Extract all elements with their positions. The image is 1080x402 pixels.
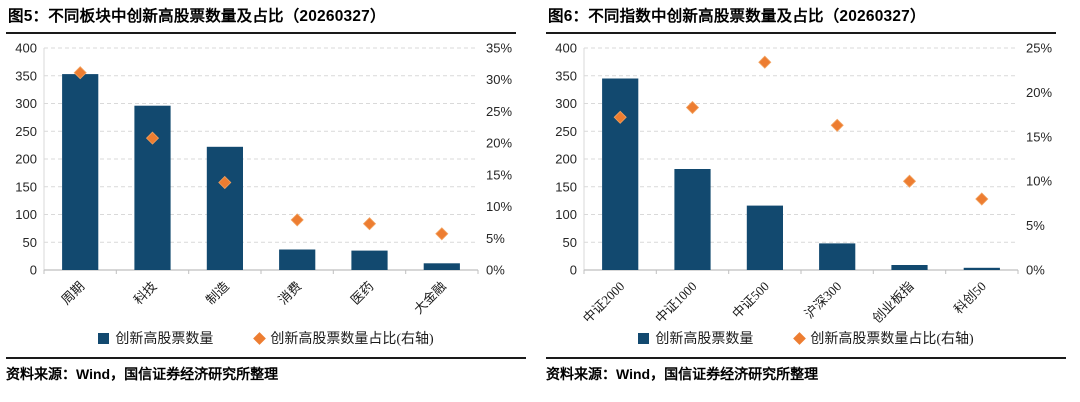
chart-legend: 创新高股票数量 创新高股票数量占比(右轴) xyxy=(6,328,526,348)
svg-text:中证2000: 中证2000 xyxy=(580,279,627,326)
svg-text:250: 250 xyxy=(555,124,577,139)
sector-bar-chart: 0 50 100 150 200 250 300 350 400 0% 5% 10% 15% 20% 25%… xyxy=(15,41,512,317)
svg-text:200: 200 xyxy=(555,152,577,167)
legend-label-count: 创新高股票数量 xyxy=(115,332,214,347)
source-note-fig6: 资料来源：Wind，国信证券经济研究所整理 xyxy=(546,366,819,382)
legend-label-pct: 创新高股票数量占比(右轴) xyxy=(810,332,974,347)
panel-fig6: 图6：不同指数中创新高股票数量及占比（20260327） 0 50 100 150 20… xyxy=(540,0,1080,402)
svg-text:25%: 25% xyxy=(486,104,512,119)
svg-text:0%: 0% xyxy=(1026,263,1045,278)
svg-text:150: 150 xyxy=(15,179,37,194)
svg-text:350: 350 xyxy=(555,68,577,83)
svg-text:医药: 医药 xyxy=(348,279,377,308)
svg-text:消费: 消费 xyxy=(275,279,304,308)
svg-text:制造: 制造 xyxy=(203,279,232,308)
svg-text:科技: 科技 xyxy=(131,279,160,308)
svg-text:15%: 15% xyxy=(486,167,512,182)
svg-text:15%: 15% xyxy=(1026,129,1052,144)
svg-text:250: 250 xyxy=(15,124,37,139)
legend-item-pct: 创新高股票数量占比(右轴) xyxy=(253,328,434,348)
svg-text:科创50: 科创50 xyxy=(951,279,989,317)
svg-text:10%: 10% xyxy=(1026,174,1052,189)
svg-text:0: 0 xyxy=(570,263,577,278)
svg-text:400: 400 xyxy=(555,41,577,56)
legend-item-count: 创新高股票数量 xyxy=(638,328,753,348)
svg-text:沪深300: 沪深300 xyxy=(802,279,845,322)
svg-text:400: 400 xyxy=(15,41,37,56)
svg-text:25%: 25% xyxy=(1026,41,1052,56)
svg-text:50: 50 xyxy=(23,235,37,250)
bar-series-swatch-icon xyxy=(98,332,110,344)
legend-label-pct: 创新高股票数量占比(右轴) xyxy=(270,332,434,347)
svg-text:300: 300 xyxy=(555,96,577,111)
svg-text:中证500: 中证500 xyxy=(729,279,772,322)
chart-title-fig5: 图5：不同板块中创新高股票数量及占比（20260327） xyxy=(8,8,386,25)
svg-text:大金融: 大金融 xyxy=(411,279,449,317)
svg-text:200: 200 xyxy=(15,152,37,167)
title-divider xyxy=(546,32,1056,34)
svg-text:创业板指: 创业板指 xyxy=(869,279,916,326)
diamond-series-swatch-icon xyxy=(793,331,807,345)
svg-text:150: 150 xyxy=(555,179,577,194)
svg-text:5%: 5% xyxy=(1026,218,1045,233)
legend-item-pct: 创新高股票数量占比(右轴) xyxy=(793,328,974,348)
svg-text:100: 100 xyxy=(15,207,37,222)
svg-text:中证1000: 中证1000 xyxy=(652,279,699,326)
svg-text:5%: 5% xyxy=(486,231,505,246)
source-note-fig5: 资料来源：Wind，国信证券经济研究所整理 xyxy=(6,366,279,382)
svg-text:周期: 周期 xyxy=(58,279,87,308)
svg-text:0%: 0% xyxy=(486,263,505,278)
svg-text:50: 50 xyxy=(563,235,577,250)
svg-text:0: 0 xyxy=(30,263,37,278)
chart-legend: 创新高股票数量 创新高股票数量占比(右轴) xyxy=(546,328,1066,348)
title-divider xyxy=(6,32,516,34)
legend-item-count: 创新高股票数量 xyxy=(98,328,213,348)
svg-text:10%: 10% xyxy=(486,199,512,214)
diamond-series-swatch-icon xyxy=(253,331,267,345)
chart-title-fig6: 图6：不同指数中创新高股票数量及占比（20260327） xyxy=(548,8,926,25)
svg-text:20%: 20% xyxy=(486,136,512,151)
index-bar-chart: 0 50 100 150 200 250 300 350 400 0% 5% 10% 15% 20% 25%… xyxy=(555,41,1052,326)
svg-text:20%: 20% xyxy=(1026,85,1052,100)
svg-text:30%: 30% xyxy=(486,72,512,87)
panel-fig5: 图5：不同板块中创新高股票数量及占比（20260327） 0 50 100 150 20… xyxy=(6,8,526,382)
svg-text:100: 100 xyxy=(555,207,577,222)
svg-text:35%: 35% xyxy=(486,41,512,56)
source-divider xyxy=(6,357,526,359)
svg-text:350: 350 xyxy=(15,68,37,83)
svg-text:300: 300 xyxy=(15,96,37,111)
bar-series-swatch-icon xyxy=(638,332,650,344)
legend-label-count: 创新高股票数量 xyxy=(655,332,754,347)
source-divider xyxy=(546,357,1066,359)
